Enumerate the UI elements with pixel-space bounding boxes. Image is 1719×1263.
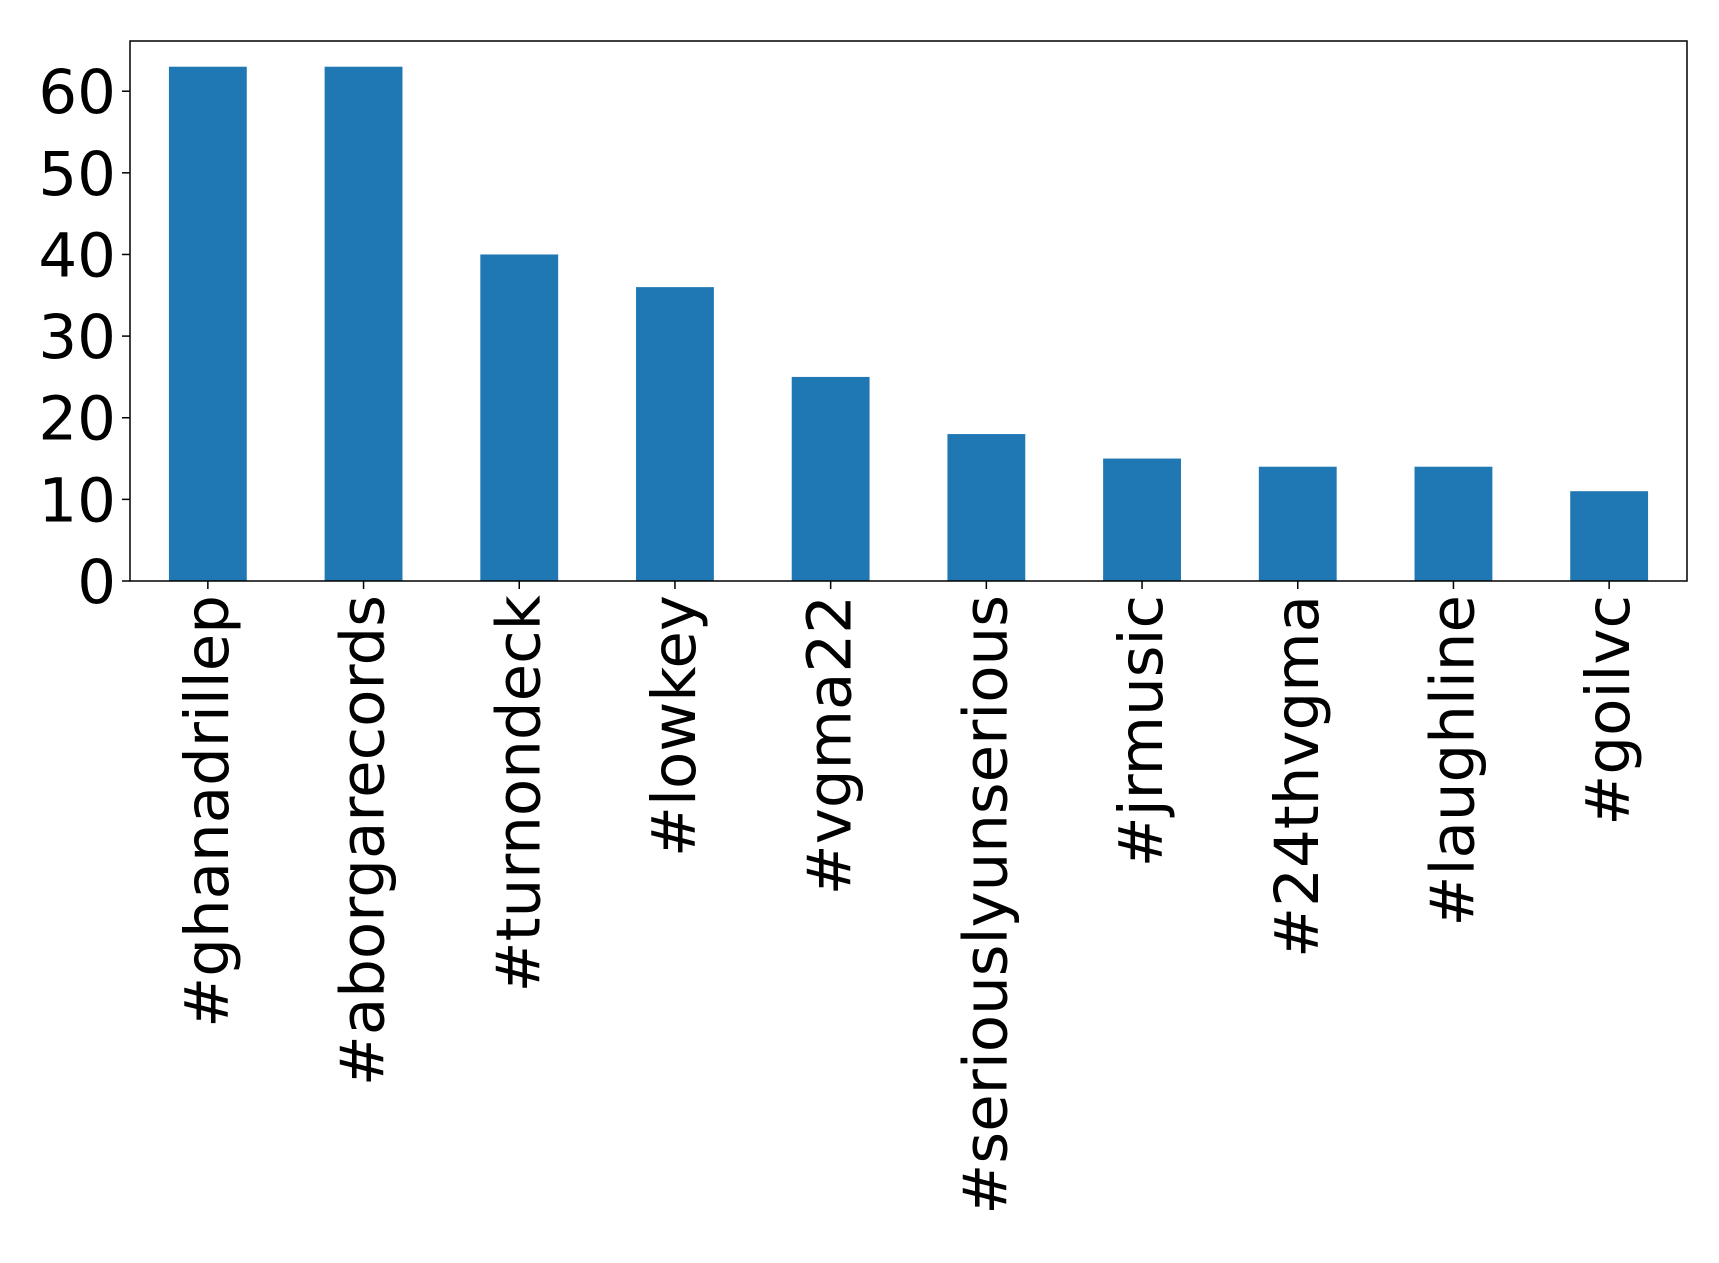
y-tick-label-6: 60	[38, 57, 116, 128]
bar-6	[1103, 458, 1181, 581]
bar-1	[324, 66, 403, 581]
bar-5	[947, 434, 1026, 581]
x-tick-label-4: #vgma22	[795, 595, 866, 895]
x-tick-label-1: #aborgarecords	[328, 595, 399, 1086]
bar-4	[791, 376, 870, 581]
bar-0	[168, 66, 247, 581]
y-tick-label-0: 0	[77, 547, 116, 618]
x-tick-label-3: #lowkey	[639, 595, 710, 857]
y-tick-label-3: 30	[38, 302, 116, 373]
y-tick-label-5: 50	[38, 139, 116, 210]
bar-8	[1414, 466, 1493, 581]
y-tick-label-2: 20	[38, 384, 116, 455]
x-tick-label-5: #seriouslyunserious	[950, 595, 1021, 1215]
plot-frame	[129, 40, 1688, 582]
x-axis: #ghanadrillep #aborgarecords #turnondeck #l…	[172, 581, 1644, 1215]
y-tick-label-1: 10	[38, 465, 116, 536]
bar-9	[1570, 491, 1649, 581]
bar-3	[636, 287, 714, 581]
bars-group	[168, 66, 1649, 581]
x-tick-label-2: #turnondeck	[483, 594, 554, 992]
x-tick-label-6: #jrmusic	[1106, 595, 1177, 867]
y-axis: 0 10 20 30 40 50 60	[38, 57, 130, 618]
y-tick-label-4: 40	[38, 220, 116, 291]
x-tick-label-8: #laughline	[1417, 595, 1488, 927]
bar-2	[480, 254, 559, 581]
x-tick-label-0: #ghanadrillep	[172, 595, 243, 1028]
x-tick-label-7: #24thvgma	[1262, 595, 1333, 958]
bar-7	[1258, 466, 1337, 581]
x-tick-label-9: #goilvc	[1573, 595, 1644, 826]
